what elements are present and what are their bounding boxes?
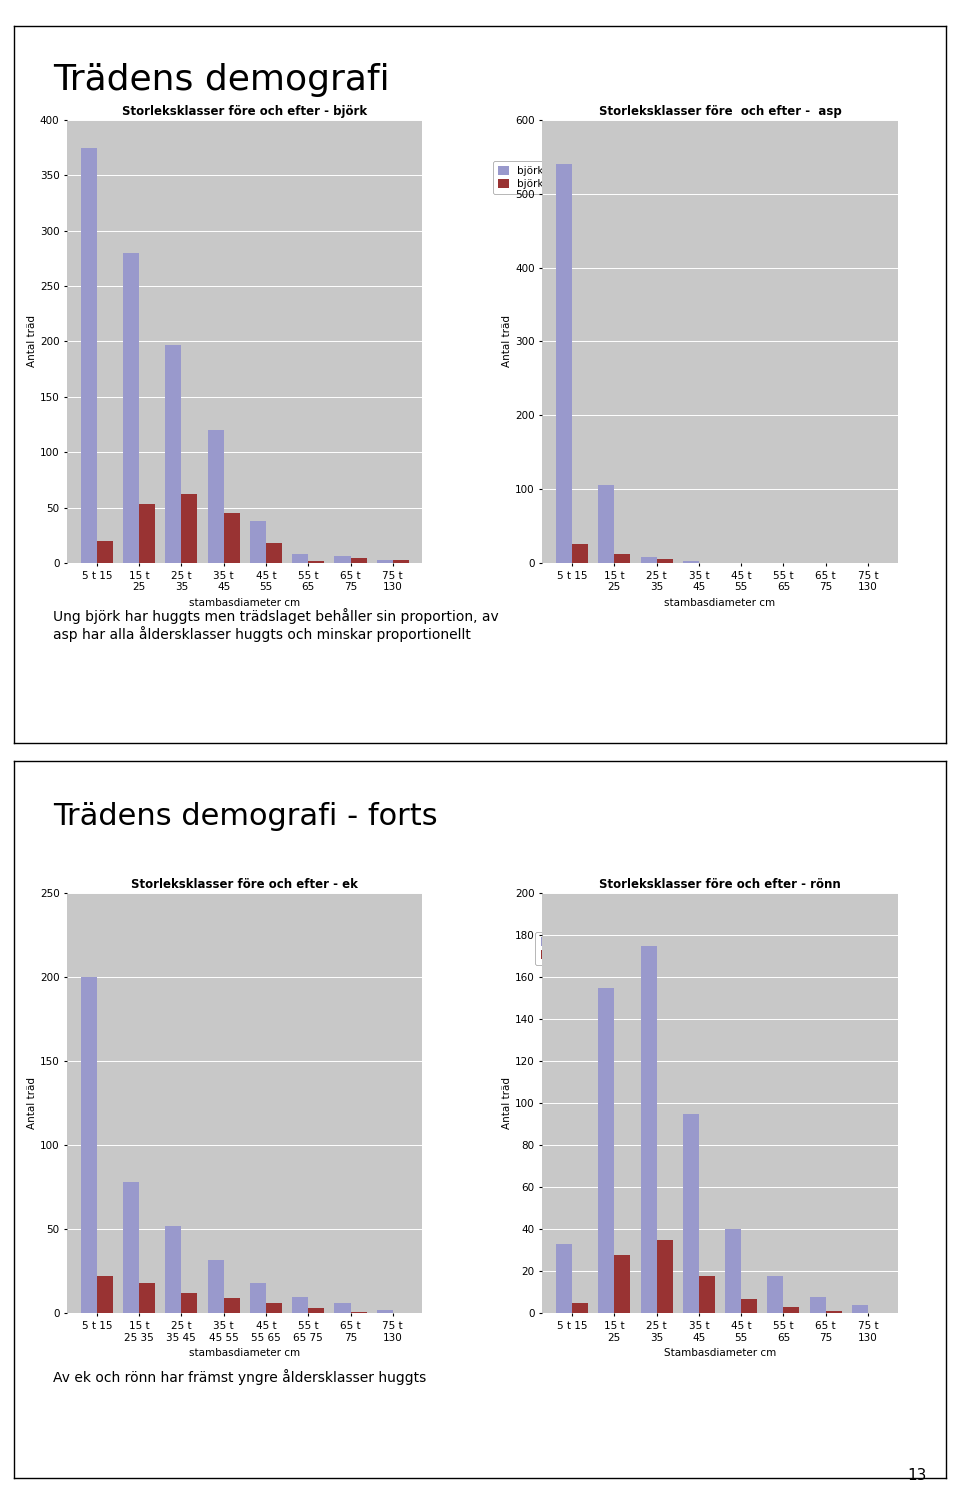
Bar (81, 977, 97, 1313)
Bar (640, 946, 657, 1313)
Bar (657, 1240, 673, 1313)
Bar (393, 560, 409, 563)
Bar (376, 560, 393, 563)
Bar (181, 1294, 198, 1313)
Bar (207, 1259, 224, 1313)
X-axis label: stambasdiameter cm: stambasdiameter cm (189, 597, 300, 608)
Bar (308, 1309, 324, 1313)
Bar (598, 988, 614, 1313)
Bar (556, 165, 572, 563)
Bar (640, 557, 657, 563)
Bar (97, 1276, 113, 1313)
Bar (165, 1226, 181, 1313)
Legend: björk före, björk efter: björk före, björk efter (493, 161, 577, 194)
Text: Av ek och rönn har främst yngre åldersklasser huggts: Av ek och rönn har främst yngre ålderskl… (53, 1369, 426, 1385)
Bar (683, 1114, 699, 1313)
Bar (376, 1310, 393, 1313)
Bar (767, 1276, 783, 1313)
X-axis label: stambasdiameter cm: stambasdiameter cm (189, 1348, 300, 1358)
Bar (292, 554, 308, 563)
Text: 13: 13 (907, 1468, 926, 1483)
Bar (334, 1303, 350, 1313)
Bar (350, 558, 367, 563)
Title: Storleksklasser före och efter - rönn: Storleksklasser före och efter - rönn (599, 878, 841, 890)
Bar (809, 1297, 826, 1313)
X-axis label: stambasdiameter cm: stambasdiameter cm (664, 597, 776, 608)
Bar (308, 561, 324, 563)
Bar (266, 1303, 282, 1313)
Bar (334, 557, 350, 563)
Bar (207, 431, 224, 563)
Bar (97, 540, 113, 563)
Bar (224, 1298, 240, 1313)
Bar (224, 513, 240, 563)
Bar (350, 1312, 367, 1313)
Y-axis label: Antal träd: Antal träd (27, 1078, 37, 1129)
Bar (699, 1276, 715, 1313)
Y-axis label: Antal träd: Antal träd (502, 1078, 513, 1129)
Bar (598, 485, 614, 563)
X-axis label: Stambasdiameter cm: Stambasdiameter cm (664, 1348, 776, 1358)
Text: Trädens demografi - forts: Trädens demografi - forts (53, 802, 438, 830)
Bar (683, 561, 699, 563)
Bar (81, 147, 97, 563)
Bar (123, 254, 139, 563)
Text: Ung björk har huggts men trädslaget behåller sin proportion, av
asp har alla åld: Ung björk har huggts men trädslaget behå… (53, 608, 498, 642)
Title: Storleksklasser före  och efter -  asp: Storleksklasser före och efter - asp (599, 105, 841, 117)
Title: Storleksklasser före och efter - björk: Storleksklasser före och efter - björk (122, 105, 368, 117)
Bar (572, 1303, 588, 1313)
Bar (139, 504, 156, 563)
Bar (139, 1283, 156, 1313)
Bar (614, 1255, 631, 1313)
Legend: ek, ek: ek, ek (536, 932, 577, 965)
Bar (725, 1229, 741, 1313)
Bar (741, 1298, 757, 1313)
Bar (181, 494, 198, 563)
Bar (250, 521, 266, 563)
Bar (614, 554, 631, 563)
Bar (657, 560, 673, 563)
Bar (783, 1307, 800, 1313)
Y-axis label: Antal träd: Antal träd (27, 315, 37, 368)
Bar (250, 1283, 266, 1313)
Bar (572, 545, 588, 563)
Title: Storleksklasser före och efter - ek: Storleksklasser före och efter - ek (132, 878, 358, 890)
Bar (123, 1183, 139, 1313)
Text: Trädens demografi: Trädens demografi (53, 63, 390, 98)
Bar (852, 1304, 868, 1313)
Y-axis label: Antal träd: Antal träd (502, 315, 513, 368)
Bar (165, 345, 181, 563)
Bar (292, 1297, 308, 1313)
Bar (826, 1312, 842, 1313)
Bar (556, 1244, 572, 1313)
Bar (266, 543, 282, 563)
